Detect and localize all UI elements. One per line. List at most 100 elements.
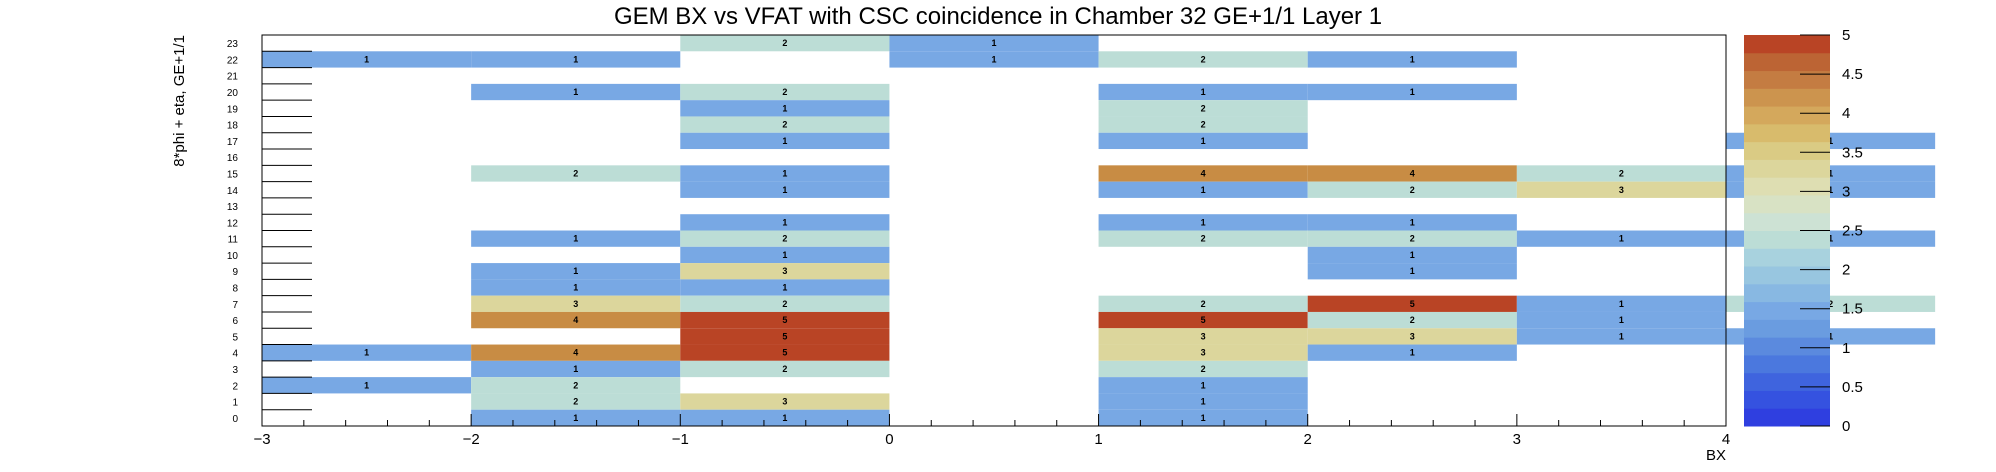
heatmap-cell [680, 132, 890, 150]
cell-value-label: 1 [573, 364, 578, 374]
heatmap-cell [1516, 311, 1726, 329]
cell-value-label: 1 [573, 413, 578, 423]
heatmap-cell [1098, 51, 1308, 68]
heatmap-cell [262, 51, 472, 68]
color-palette-axis: 0 0.5 1 1.5 2 2.5 3 3.5 4 4.5 5 [1800, 27, 1863, 435]
palette-swatch [1744, 52, 1830, 72]
palette-swatch [1744, 106, 1830, 125]
palette-tick-label: 4.5 [1842, 66, 1863, 83]
heatmap-cell [471, 165, 681, 182]
cell-value-label: 1 [782, 103, 787, 113]
heatmap-cell [680, 116, 890, 133]
cell-value-label: 1 [1201, 87, 1206, 97]
palette-swatch [1744, 354, 1830, 374]
cell-value-label: 1 [364, 54, 369, 64]
heatmap-cell [889, 51, 1099, 68]
heatmap-cell [1307, 344, 1517, 361]
cell-value-label: 1 [1828, 185, 1833, 195]
heatmap-cell [680, 328, 890, 345]
cell-value-label: 1 [782, 283, 787, 293]
cell-value-label: 1 [782, 185, 787, 195]
y-tick-label: 7 [232, 300, 238, 311]
heatmap-cell [680, 35, 890, 52]
cell-value-label: 2 [782, 38, 787, 48]
x-tick-label: −3 [253, 431, 270, 448]
palette-swatch [1744, 337, 1830, 356]
heatmap-cell [680, 181, 890, 198]
heatmap-cell [1307, 246, 1517, 264]
cell-value-label: 2 [573, 168, 578, 178]
heatmap-cell [889, 35, 1099, 52]
cell-value-label: 4 [573, 348, 578, 358]
heatmap-cell [471, 51, 681, 68]
palette-swatch [1744, 230, 1830, 249]
cell-value-label: 1 [573, 87, 578, 97]
cell-value-label: 1 [573, 54, 578, 64]
y-tick-label: 11 [228, 235, 239, 246]
palette-swatch [1744, 283, 1830, 303]
palette-swatch [1744, 194, 1830, 214]
y-tick-label: 15 [227, 169, 239, 180]
heatmap-cell [262, 344, 472, 361]
y-tick-label: 6 [232, 316, 238, 327]
heatmap-cell [471, 344, 681, 361]
palette-tick-label: 3 [1842, 183, 1850, 200]
palette-tick-label: 0 [1842, 418, 1850, 435]
x-tick-label: −2 [463, 431, 480, 448]
cell-value-label: 1 [1410, 266, 1415, 276]
cell-value-label: 1 [782, 136, 787, 146]
cell-value-label: 2 [782, 120, 787, 130]
palette-tick-label: 2.5 [1842, 223, 1863, 240]
y-axis-label: 8*phi + eta, GE+1/1 [171, 35, 188, 167]
y-tick-label: 16 [227, 153, 239, 164]
heatmap-cell [1516, 328, 1726, 345]
cell-value-label: 1 [1619, 234, 1624, 244]
palette-tick-label: 4 [1842, 105, 1850, 122]
cell-value-label: 1 [573, 266, 578, 276]
heatmap-cell [471, 409, 681, 426]
cell-value-label: 5 [782, 315, 787, 325]
heatmap-cell [1307, 51, 1517, 68]
palette-swatch [1744, 372, 1830, 391]
cell-value-label: 1 [782, 250, 787, 260]
heatmap-cell [680, 83, 890, 101]
heatmap-cell [1098, 83, 1308, 101]
heatmap-cell [1098, 409, 1308, 426]
heatmap-cell [680, 360, 890, 378]
heatmap-cell [1307, 263, 1517, 280]
cell-value-label: 2 [782, 234, 787, 244]
heatmap-cell [1516, 295, 1726, 312]
y-tick-label: 2 [232, 381, 238, 392]
cell-value-label: 2 [1410, 185, 1415, 195]
heatmap-cell [471, 263, 681, 280]
heatmap-cell [471, 393, 681, 410]
cell-value-label: 5 [782, 331, 787, 341]
y-tick-label: 17 [227, 137, 239, 148]
palette-tick-label: 2 [1842, 262, 1850, 279]
heatmap-cell [1516, 181, 1726, 198]
cell-value-label: 2 [1201, 103, 1206, 113]
y-tick-label: 0 [232, 414, 238, 425]
cell-value-label: 1 [1410, 217, 1415, 227]
cell-value-label: 2 [1201, 120, 1206, 130]
cell-value-label: 2 [573, 380, 578, 390]
cell-value-label: 1 [1619, 315, 1624, 325]
heatmap-cell [1307, 181, 1517, 198]
y-tick-label: 10 [227, 251, 239, 262]
cell-value-label: 3 [573, 299, 578, 309]
cell-value-label: 1 [573, 234, 578, 244]
heatmap-cell [1098, 377, 1308, 394]
cell-value-label: 2 [782, 299, 787, 309]
heatmap-cell [1307, 165, 1517, 182]
heatmap-cell [471, 311, 681, 329]
palette-tick-label: 1.5 [1842, 301, 1863, 318]
palette-tick-label: 0.5 [1842, 379, 1863, 396]
heatmap-cell [680, 344, 890, 361]
cell-value-label: 1 [1410, 54, 1415, 64]
heatmap-cell [1098, 360, 1308, 378]
heatmap-cell [262, 377, 472, 394]
cell-value-label: 2 [1410, 234, 1415, 244]
heatmap-cell [680, 409, 890, 426]
palette-swatch [1744, 177, 1830, 196]
